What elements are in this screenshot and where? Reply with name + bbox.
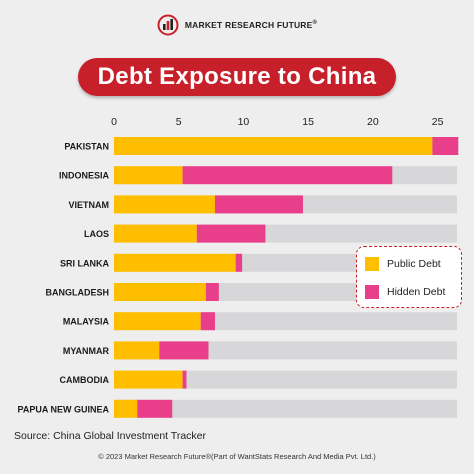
chart-title-banner: Debt Exposure to China (78, 58, 396, 96)
bar-hidden-debt (196, 224, 266, 243)
bar-track (114, 399, 457, 418)
bar-hidden-debt (200, 312, 215, 331)
bar-public-debt (114, 341, 160, 360)
bar-public-debt (114, 224, 197, 243)
legend: Public Debt Hidden Debt (356, 246, 462, 308)
legend-swatch-public-debt (365, 257, 379, 271)
legend-item-hidden-debt: Hidden Debt (357, 278, 461, 306)
category-label: VIETNAM (69, 200, 110, 210)
bar-public-debt (114, 312, 201, 331)
legend-item-public-debt: Public Debt (357, 250, 461, 278)
category-label: BANGLADESH (45, 288, 109, 298)
bar-hidden-debt (182, 166, 393, 185)
brand-name: MARKET RESEARCH FUTURE® (184, 20, 318, 30)
bar-hidden-debt (205, 283, 219, 301)
legend-label-hidden-debt: Hidden Debt (387, 286, 446, 298)
source-note: Source: China Global Investment Tracker (14, 430, 207, 442)
category-label: LAOS (84, 229, 109, 239)
bar-hidden-debt (182, 370, 187, 389)
legend-swatch-hidden-debt (365, 285, 379, 299)
brand-header: MARKET RESEARCH FUTURE® (0, 14, 474, 36)
category-label: MYANMAR (63, 346, 110, 356)
bar-hidden-debt (214, 195, 303, 214)
chart-title: Debt Exposure to China (97, 63, 377, 90)
bar-track (114, 370, 457, 389)
x-tick-label: 10 (238, 116, 250, 128)
category-label: INDONESIA (59, 171, 110, 181)
bar-public-debt (114, 283, 206, 301)
legend-label-public-debt: Public Debt (387, 258, 441, 270)
x-tick-label: 15 (302, 116, 314, 128)
bar-chart-globe-icon (157, 14, 179, 36)
category-label: PAPUA NEW GUINEA (17, 404, 109, 414)
x-tick-label: 5 (176, 116, 182, 128)
category-label: MALAYSIA (63, 317, 110, 327)
bar-hidden-debt (137, 399, 173, 418)
bar-public-debt (114, 166, 183, 185)
bar-hidden-debt (159, 341, 209, 360)
x-tick-label: 25 (432, 116, 444, 128)
category-label: SRI LANKA (60, 258, 109, 268)
copyright-footer: © 2023 Market Research Future®(Part of W… (98, 452, 376, 461)
x-tick-label: 0 (111, 116, 117, 128)
x-axis-ticks: 0 5 10 15 20 25 (111, 116, 444, 128)
category-labels: PAKISTAN INDONESIA VIETNAM LAOS SRI LANKA BAN… (17, 142, 109, 415)
category-label: PAKISTAN (64, 142, 109, 152)
category-label: CAMBODIA (60, 375, 110, 385)
bar-public-debt (114, 195, 215, 214)
bar-hidden-debt (432, 137, 459, 155)
bar-public-debt (114, 253, 236, 272)
bar-public-debt (114, 399, 138, 418)
bar-public-debt (114, 137, 433, 155)
bar-public-debt (114, 370, 183, 389)
x-tick-label: 20 (367, 116, 379, 128)
bar-hidden-debt (235, 253, 243, 272)
